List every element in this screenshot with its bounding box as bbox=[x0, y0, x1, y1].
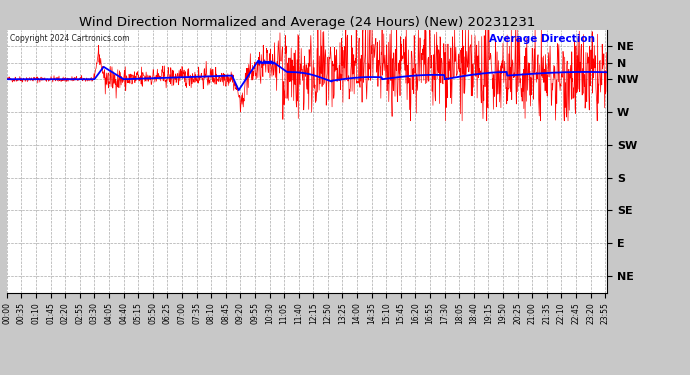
Title: Wind Direction Normalized and Average (24 Hours) (New) 20231231: Wind Direction Normalized and Average (2… bbox=[79, 16, 535, 29]
Text: Copyright 2024 Cartronics.com: Copyright 2024 Cartronics.com bbox=[10, 34, 130, 43]
Text: Average Direction: Average Direction bbox=[489, 34, 595, 44]
